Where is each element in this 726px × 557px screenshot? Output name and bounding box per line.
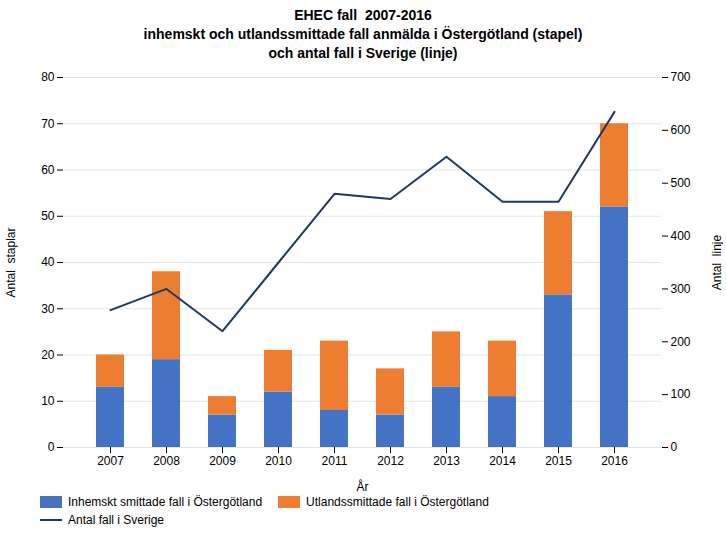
html-text:inhemskt och utlandssmittade f: inhemskt och utlandssmittade fall anmäld…	[143, 25, 583, 42]
svg-text:20: 20	[41, 348, 55, 362]
svg-text:100: 100	[671, 387, 691, 401]
svg-text:50: 50	[41, 209, 55, 223]
svg-text:2008: 2008	[153, 454, 180, 468]
html-text:Utlandssmittade fall i Östergö: Utlandssmittade fall i Östergötland	[306, 494, 489, 509]
html-text:EHEC fall 2007-2016: EHEC fall 2007-2016	[294, 7, 432, 23]
svg-text:2009: 2009	[209, 454, 236, 468]
svg-text:80: 80	[41, 70, 55, 84]
svg-text:0: 0	[48, 440, 55, 454]
svg-text:2007: 2007	[97, 454, 124, 468]
svg-text:30: 30	[41, 301, 55, 315]
html-text:Inhemskt smittade fall i Öster: Inhemskt smittade fall i Östergötland	[68, 494, 263, 509]
svg-text:2011: 2011	[322, 454, 348, 468]
html-text:Antal fall i Sverige: Antal fall i Sverige	[68, 512, 164, 527]
svg-text:2014: 2014	[489, 454, 516, 468]
svg-text:2016: 2016	[601, 454, 628, 468]
svg-text:60: 60	[41, 163, 55, 177]
svg-text:Antal staplar: Antal staplar	[4, 227, 18, 297]
svg-text:2013: 2013	[433, 454, 460, 468]
svg-text:200: 200	[671, 334, 691, 348]
svg-text:År: År	[357, 478, 369, 493]
svg-text:600: 600	[671, 123, 691, 137]
html-text:och antal fall i Sverige (linj: och antal fall i Sverige (linje)	[268, 44, 458, 61]
svg-text:700: 700	[671, 70, 691, 84]
svg-text:2010: 2010	[265, 454, 292, 468]
svg-text:2015: 2015	[545, 454, 572, 468]
svg-text:Antal linje: Antal linje	[710, 234, 724, 290]
svg-text:400: 400	[671, 229, 691, 243]
svg-text:70: 70	[41, 116, 55, 130]
svg-text:40: 40	[41, 255, 55, 269]
svg-text:10: 10	[41, 394, 55, 408]
svg-text:500: 500	[671, 176, 691, 190]
svg-text:300: 300	[671, 281, 691, 295]
svg-text:0: 0	[671, 440, 678, 454]
svg-text:2012: 2012	[377, 454, 404, 468]
